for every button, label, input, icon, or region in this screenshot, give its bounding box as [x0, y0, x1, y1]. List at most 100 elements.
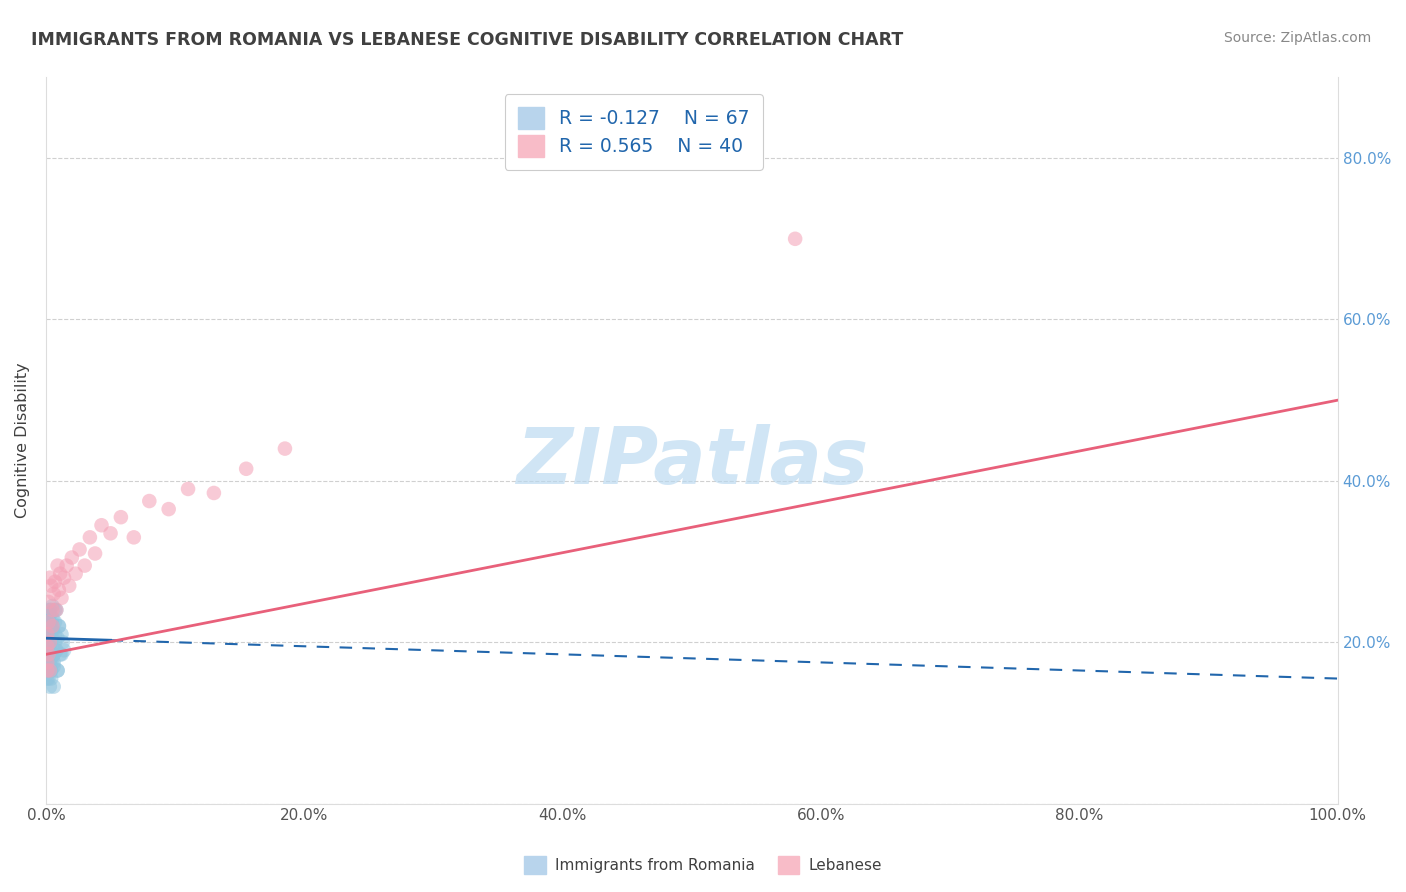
- Point: [51, 591, 73, 605]
- Point: [38, 640, 60, 654]
- Point: [38, 607, 60, 621]
- Point: [46, 664, 69, 678]
- Point: [58, 579, 80, 593]
- Point: [138, 494, 160, 508]
- Point: [38, 603, 60, 617]
- Point: [39, 672, 62, 686]
- Point: [37, 664, 59, 678]
- Point: [48, 582, 70, 597]
- Point: [51, 627, 73, 641]
- Point: [37, 651, 59, 665]
- Point: [39, 664, 62, 678]
- Point: [37, 627, 59, 641]
- Point: [42, 587, 65, 601]
- Point: [38, 664, 60, 678]
- Point: [48, 619, 70, 633]
- Point: [39, 664, 62, 678]
- Legend: R = -0.127    N = 67, R = 0.565    N = 40: R = -0.127 N = 67, R = 0.565 N = 40: [505, 94, 762, 170]
- Point: [177, 482, 200, 496]
- Point: [38, 619, 60, 633]
- Point: [38, 615, 60, 629]
- Point: [38, 648, 60, 662]
- Point: [48, 619, 70, 633]
- Point: [38, 627, 60, 641]
- Point: [41, 631, 63, 645]
- Point: [60, 550, 83, 565]
- Point: [44, 615, 66, 629]
- Text: Source: ZipAtlas.com: Source: ZipAtlas.com: [1223, 31, 1371, 45]
- Point: [37, 648, 59, 662]
- Point: [100, 526, 122, 541]
- Point: [45, 603, 67, 617]
- Point: [42, 680, 65, 694]
- Point: [235, 462, 257, 476]
- Point: [49, 648, 72, 662]
- Point: [44, 574, 66, 589]
- Point: [38, 635, 60, 649]
- Point: [79, 530, 101, 544]
- Point: [39, 579, 62, 593]
- Point: [38, 615, 60, 629]
- Point: [65, 566, 87, 581]
- Legend: Immigrants from Romania, Lebanese: Immigrants from Romania, Lebanese: [519, 850, 887, 880]
- Y-axis label: Cognitive Disability: Cognitive Disability: [15, 363, 30, 518]
- Point: [37, 640, 59, 654]
- Point: [157, 502, 180, 516]
- Point: [41, 603, 63, 617]
- Point: [38, 643, 60, 657]
- Point: [38, 571, 60, 585]
- Point: [38, 664, 60, 678]
- Point: [37, 607, 59, 621]
- Point: [41, 599, 63, 613]
- Point: [44, 635, 66, 649]
- Point: [52, 635, 75, 649]
- Point: [38, 651, 60, 665]
- Point: [51, 648, 73, 662]
- Point: [38, 659, 60, 673]
- Point: [42, 648, 65, 662]
- Point: [38, 631, 60, 645]
- Point: [45, 643, 67, 657]
- Point: [37, 631, 59, 645]
- Point: [110, 510, 132, 524]
- Point: [49, 566, 72, 581]
- Point: [38, 607, 60, 621]
- Point: [38, 648, 60, 662]
- Point: [39, 648, 62, 662]
- Point: [42, 659, 65, 673]
- Point: [37, 640, 59, 654]
- Point: [37, 656, 59, 670]
- Point: [39, 615, 62, 629]
- Point: [37, 667, 59, 681]
- Point: [45, 603, 67, 617]
- Point: [46, 631, 69, 645]
- Point: [90, 518, 112, 533]
- Point: [46, 664, 69, 678]
- Point: [55, 558, 77, 573]
- Point: [41, 619, 63, 633]
- Point: [38, 656, 60, 670]
- Point: [274, 442, 297, 456]
- Point: [41, 623, 63, 637]
- Point: [53, 571, 76, 585]
- Point: [38, 680, 60, 694]
- Point: [42, 656, 65, 670]
- Point: [44, 627, 66, 641]
- Point: [37, 656, 59, 670]
- Point: [38, 664, 60, 678]
- Point: [37, 672, 59, 686]
- Point: [69, 542, 91, 557]
- Point: [37, 623, 59, 637]
- Point: [38, 603, 60, 617]
- Point: [37, 664, 59, 678]
- Point: [38, 623, 60, 637]
- Point: [53, 643, 76, 657]
- Point: [785, 232, 807, 246]
- Text: ZIPatlas: ZIPatlas: [516, 425, 868, 500]
- Point: [122, 530, 145, 544]
- Point: [41, 619, 63, 633]
- Point: [38, 656, 60, 670]
- Point: [37, 635, 59, 649]
- Point: [38, 595, 60, 609]
- Point: [42, 648, 65, 662]
